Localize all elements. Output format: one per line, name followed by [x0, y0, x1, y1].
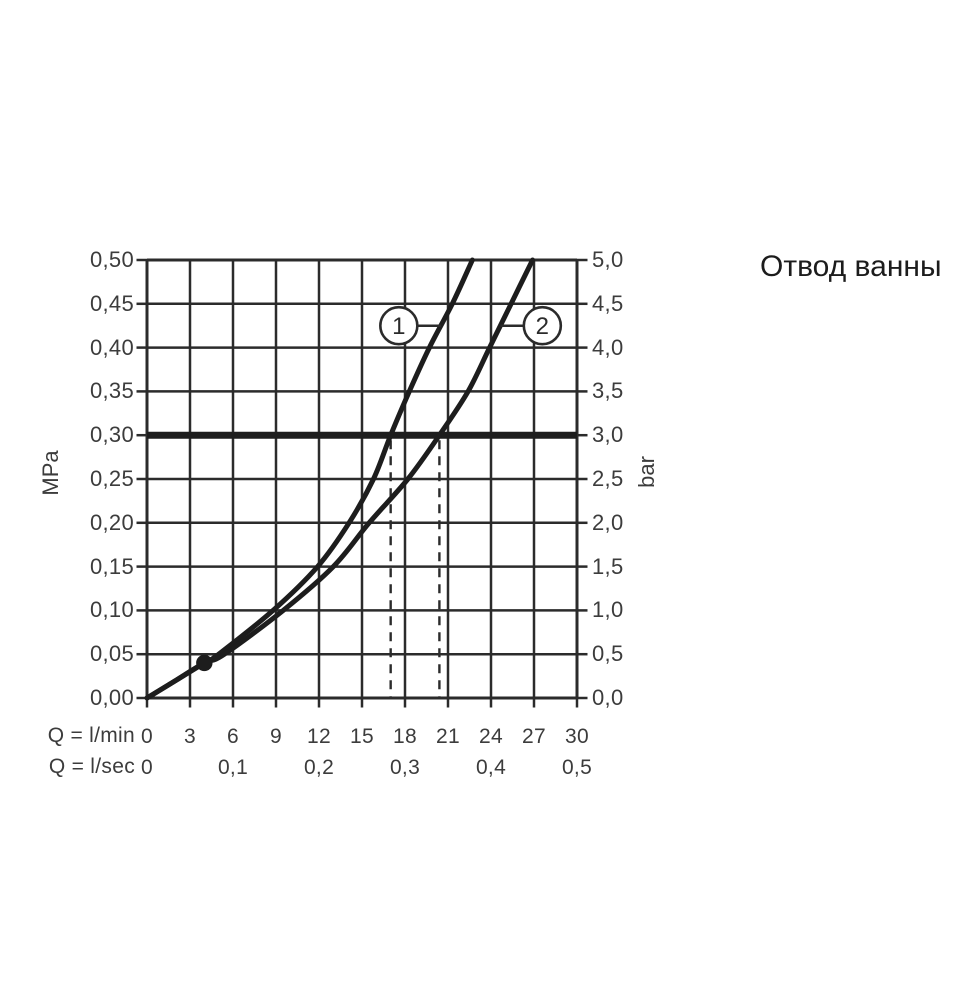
x-lmin-tick-label: 18 — [393, 725, 417, 748]
x-lsec-tick-label: 0,3 — [389, 756, 421, 779]
y-right-tick-label: 0,5 — [592, 641, 624, 667]
y-left-tick-label: 0,40 — [89, 334, 134, 360]
operating-point-dot — [196, 654, 213, 672]
y-right-tick-label: 3,0 — [592, 422, 624, 448]
y-left-tick-label: 0,35 — [89, 378, 134, 404]
chart-title: Отвод ванны — [760, 250, 942, 283]
series-label-circle — [522, 305, 563, 346]
x-lsec-tick-label: 0,4 — [475, 756, 507, 779]
y-left-tick-label: 0,45 — [89, 290, 134, 316]
series-label-circle — [379, 305, 419, 346]
y-left-unit-label: MPa — [38, 450, 63, 496]
x-lmin-tick-label: 27 — [522, 725, 546, 748]
y-right-tick-label: 1,0 — [592, 597, 624, 623]
x-lmin-tick-label: 12 — [307, 725, 331, 748]
x-lmin-tick-label: 9 — [270, 725, 282, 748]
x-lmin-tick-label: 6 — [227, 725, 239, 748]
x-lsec-tick-label: 0,5 — [561, 756, 593, 779]
y-left-tick-label: 0,20 — [89, 509, 134, 535]
x-lsec-tick-label: 0,2 — [303, 756, 335, 779]
y-right-tick-label: 2,5 — [592, 466, 624, 491]
x-axis-lsec-label: Q = l/sec — [48, 755, 135, 778]
y-right-tick-label: 4,0 — [592, 334, 624, 360]
x-lmin-tick-label: 3 — [184, 725, 196, 748]
series-label-number: 2 — [536, 313, 549, 340]
y-right-tick-label: 3,5 — [592, 378, 624, 404]
y-left-tick-label: 0,25 — [89, 466, 134, 491]
x-lmin-tick-label: 15 — [350, 725, 374, 748]
x-lmin-tick-label: 21 — [436, 725, 460, 748]
x-lsec-tick-label: 0,1 — [217, 756, 249, 779]
x-lsec-tick-label: 0 — [141, 756, 153, 779]
y-right-unit-label: bar — [634, 456, 659, 488]
y-right-tick-label: 1,5 — [592, 553, 624, 579]
y-left-tick-label: 0,50 — [89, 247, 134, 272]
y-right-tick-label: 0,0 — [592, 685, 624, 710]
y-left-tick-label: 0,10 — [89, 597, 134, 623]
y-left-tick-label: 0,15 — [89, 553, 134, 579]
x-lmin-tick-label: 24 — [479, 725, 503, 748]
y-left-tick-label: 0,00 — [89, 685, 134, 710]
y-right-tick-label: 4,5 — [592, 290, 624, 316]
x-lmin-tick-label: 0 — [141, 725, 153, 748]
y-right-tick-label: 5,0 — [592, 247, 624, 272]
x-lmin-tick-label: 30 — [565, 725, 589, 748]
series-label-number: 1 — [392, 313, 405, 340]
x-axis-lmin-label: Q = l/min — [47, 724, 135, 747]
y-right-tick-label: 2,0 — [592, 509, 624, 535]
y-left-tick-label: 0,30 — [89, 422, 134, 448]
y-left-tick-label: 0,05 — [89, 641, 134, 667]
